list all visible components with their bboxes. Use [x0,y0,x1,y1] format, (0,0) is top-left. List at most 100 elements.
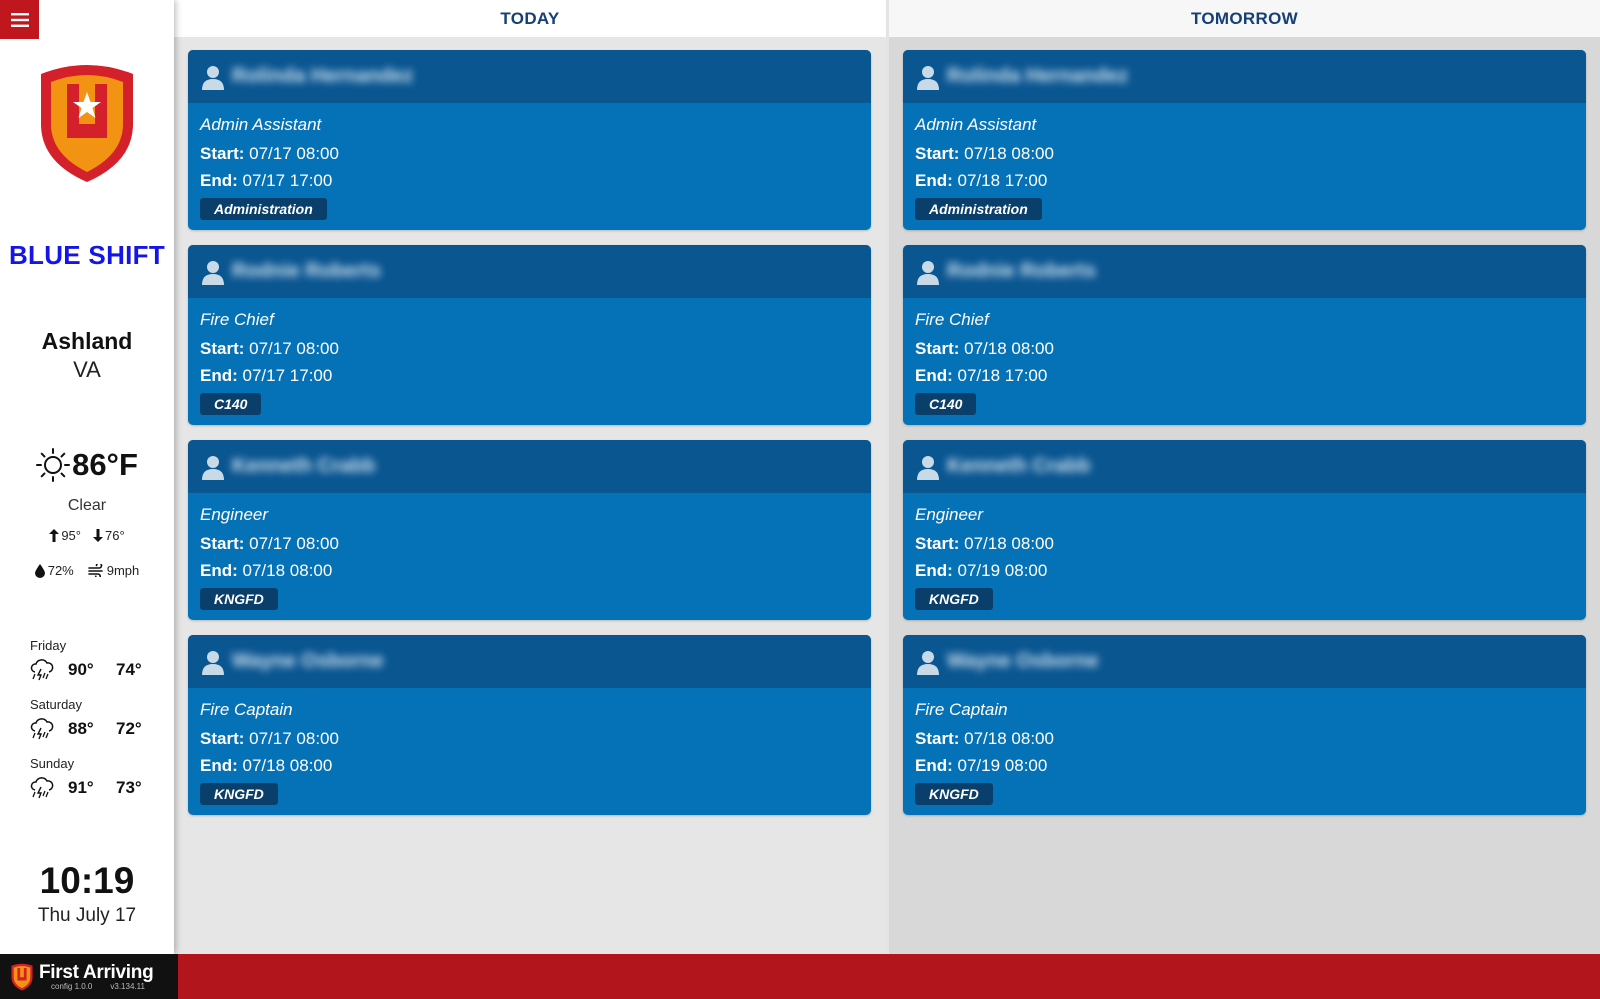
end-label: End: [915,756,953,775]
end-label: End: [200,366,238,385]
start-label: Start: [915,144,960,163]
staff-role: Admin Assistant [915,115,1037,134]
staff-name: Rodnie Roberts [232,260,381,282]
end-value: 07/17 17:00 [242,171,333,190]
unit-tag: C140 [915,393,977,415]
start-label: Start: [915,339,960,358]
end-value: 07/18 08:00 [242,561,333,580]
shift-end: End: 07/19 08:00 [915,557,1574,584]
start-label: Start: [200,534,245,553]
arrow-down-icon [93,529,103,542]
end-value: 07/18 17:00 [957,171,1048,190]
shift-end: End: 07/18 08:00 [200,557,859,584]
menu-button[interactable] [0,0,39,39]
person-icon [917,260,939,285]
current-weather: 86°F [0,447,174,483]
staff-card-header: Rolinda Hernandez [903,50,1586,103]
staff-card[interactable]: Kenneth Crabb Engineer Start: 07/17 08:0… [188,440,871,620]
person-icon [917,650,939,675]
shift-start: Start: 07/18 08:00 [915,530,1574,557]
sidebar: BLUE SHIFT Ashland VA 86°F Clear 95° 76°… [0,0,174,954]
staff-role: Engineer [915,505,984,524]
current-temperature: 86°F [72,447,138,482]
end-label: End: [915,561,953,580]
end-label: End: [915,171,953,190]
shift-start: Start: 07/17 08:00 [200,140,859,167]
person-icon [202,455,224,480]
forecast-high: 91° [68,778,94,797]
staff-card[interactable]: Wayne Osborne Fire Captain Start: 07/18 … [903,635,1586,815]
forecast-day-name: Sunday [30,756,75,771]
staff-name: Rolinda Hernandez [947,65,1129,87]
end-value: 07/18 08:00 [242,756,333,775]
unit-tag: Administration [200,198,327,220]
today-column: TODAY Rolinda Hernandez Admin Assistant … [174,0,886,954]
forecast-low: 73° [116,778,142,797]
staff-name: Rolinda Hernandez [232,65,414,87]
forecast-day-name: Saturday [30,697,83,712]
unit-tag: Administration [915,198,1042,220]
shift-start: Start: 07/18 08:00 [915,335,1574,362]
staff-card-header: Kenneth Crabb [188,440,871,493]
start-value: 07/17 08:00 [249,339,339,358]
staff-role: Admin Assistant [200,115,322,134]
end-value: 07/18 17:00 [957,366,1048,385]
shift-name: BLUE SHIFT [8,240,166,270]
start-value: 07/18 08:00 [964,339,1054,358]
end-value: 07/19 08:00 [957,756,1048,775]
staff-card-header: Wayne Osborne [903,635,1586,688]
staff-card-header: Rodnie Roberts [903,245,1586,298]
staff-name: Wayne Osborne [232,650,384,672]
staff-role: Engineer [200,505,269,524]
humidity-drop-icon [34,563,45,578]
high-temperature: 95° [61,528,81,543]
person-icon [202,650,224,675]
weather-condition: Clear [67,497,107,514]
staff-card-header: Rolinda Hernandez [188,50,871,103]
humidity-value: 72% [47,563,74,578]
shift-start: Start: 07/18 08:00 [915,140,1574,167]
staff-card[interactable]: Rodnie Roberts Fire Chief Start: 07/17 0… [188,245,871,425]
start-value: 07/18 08:00 [964,144,1054,163]
forecast-low: 74° [116,660,142,679]
person-icon [917,455,939,480]
forecast-day: Sunday 91° 73° [30,756,160,815]
person-icon [202,260,224,285]
shift-end: End: 07/18 17:00 [915,362,1574,389]
staff-role: Fire Chief [915,310,989,329]
staff-card[interactable]: Rolinda Hernandez Admin Assistant Start:… [188,50,871,230]
forecast-day: Friday 90° 74° [30,638,160,697]
staff-role: Fire Captain [915,700,1008,719]
unit-tag: KNGFD [915,588,993,610]
shift-start: Start: 07/17 08:00 [200,335,859,362]
end-label: End: [200,561,238,580]
forecast-day-name: Friday [30,638,67,653]
footer-brand: First Arriving config 1.0.0 v3.134.11 [0,954,178,999]
config-version: config 1.0.0 [51,981,93,991]
staff-card[interactable]: Rodnie Roberts Fire Chief Start: 07/18 0… [903,245,1586,425]
end-label: End: [200,171,238,190]
staff-card[interactable]: Kenneth Crabb Engineer Start: 07/18 08:0… [903,440,1586,620]
staff-card[interactable]: Rolinda Hernandez Admin Assistant Start:… [903,50,1586,230]
shift-start: Start: 07/18 08:00 [915,725,1574,752]
staff-card[interactable]: Wayne Osborne Fire Captain Start: 07/17 … [188,635,871,815]
wind-icon [87,564,103,577]
staff-card-header: Kenneth Crabb [903,440,1586,493]
thunderstorm-icon [30,718,54,740]
humidity-wind: 72% 9mph [0,563,174,578]
city-name: Ashland [41,328,133,354]
forecast-list: Friday 90° 74° Saturday 88° 7 [30,638,160,815]
staff-role: Fire Chief [200,310,274,329]
tomorrow-column: TOMORROW Rolinda Hernandez Admin Assista… [889,0,1600,954]
today-header: TODAY [174,0,886,37]
sun-icon [36,448,71,482]
shift-start: Start: 07/17 08:00 [200,725,859,752]
start-value: 07/17 08:00 [249,144,339,163]
clock-time: 10:19 [39,860,135,901]
staff-role: Fire Captain [200,700,293,719]
brand-name: First Arriving [39,961,154,983]
start-label: Start: [200,144,245,163]
unit-tag: C140 [200,393,262,415]
hamburger-icon [10,12,29,27]
forecast-high: 90° [68,660,94,679]
